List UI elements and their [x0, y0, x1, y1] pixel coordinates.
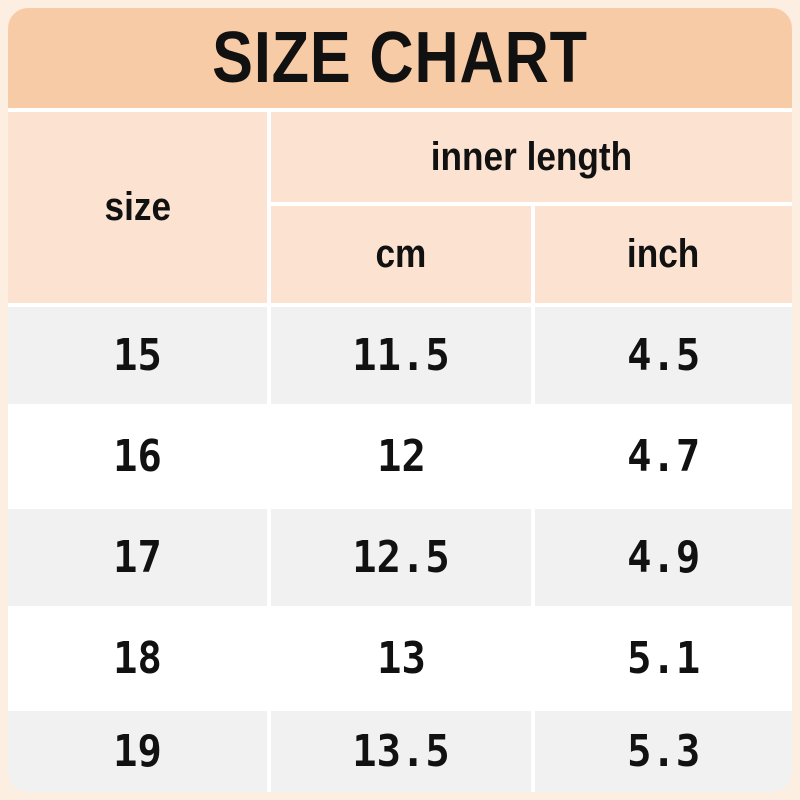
- page-title: SIZE CHART: [212, 18, 588, 98]
- header-cm: cm: [271, 206, 531, 303]
- header-inch: inch: [535, 206, 792, 303]
- value-cm-row1: 11.5: [352, 330, 450, 381]
- header-size-label: size: [104, 185, 171, 229]
- value-size-row1: 15: [113, 330, 162, 381]
- value-cm-row3: 12.5: [352, 532, 450, 583]
- cell-cm-row3: 12.5: [271, 509, 531, 606]
- cell-inch-row4: 5.1: [535, 610, 792, 707]
- header-inner-length: inner length: [271, 112, 792, 202]
- value-cm-row2: 12: [376, 431, 426, 482]
- cell-cm-row2: 12: [271, 408, 531, 505]
- cell-size-row2: 16: [8, 408, 267, 505]
- cell-size-row1: 15: [8, 307, 267, 404]
- header-inch-label: inch: [627, 232, 700, 276]
- header-cm-label: cm: [375, 232, 427, 276]
- value-inch-row3: 4.9: [626, 532, 701, 583]
- cell-inch-row2: 4.7: [535, 408, 792, 505]
- value-size-row4: 18: [113, 633, 162, 684]
- header-size: size: [8, 112, 267, 303]
- value-size-row3: 17: [113, 532, 162, 583]
- value-size-row2: 16: [113, 431, 162, 482]
- cell-size-row3: 17: [8, 509, 267, 606]
- value-inch-row1: 4.5: [626, 330, 701, 381]
- size-chart-card: SIZE CHART size inner length cm inch 15 …: [8, 8, 792, 792]
- header-inner-length-label: inner length: [430, 134, 633, 179]
- value-cm-row5: 13.5: [352, 726, 450, 777]
- cell-inch-row3: 4.9: [535, 509, 792, 606]
- value-inch-row5: 5.3: [626, 726, 701, 777]
- cell-inch-row5: 5.3: [535, 711, 792, 792]
- value-size-row5: 19: [113, 726, 162, 777]
- value-inch-row2: 4.7: [626, 431, 701, 482]
- cell-cm-row1: 11.5: [271, 307, 531, 404]
- cell-size-row4: 18: [8, 610, 267, 707]
- title-bar: SIZE CHART: [8, 8, 792, 108]
- cell-cm-row5: 13.5: [271, 711, 531, 792]
- cell-inch-row1: 4.5: [535, 307, 792, 404]
- value-cm-row4: 13: [376, 633, 426, 684]
- value-inch-row4: 5.1: [626, 633, 701, 684]
- cell-cm-row4: 13: [271, 610, 531, 707]
- cell-size-row5: 19: [8, 711, 267, 792]
